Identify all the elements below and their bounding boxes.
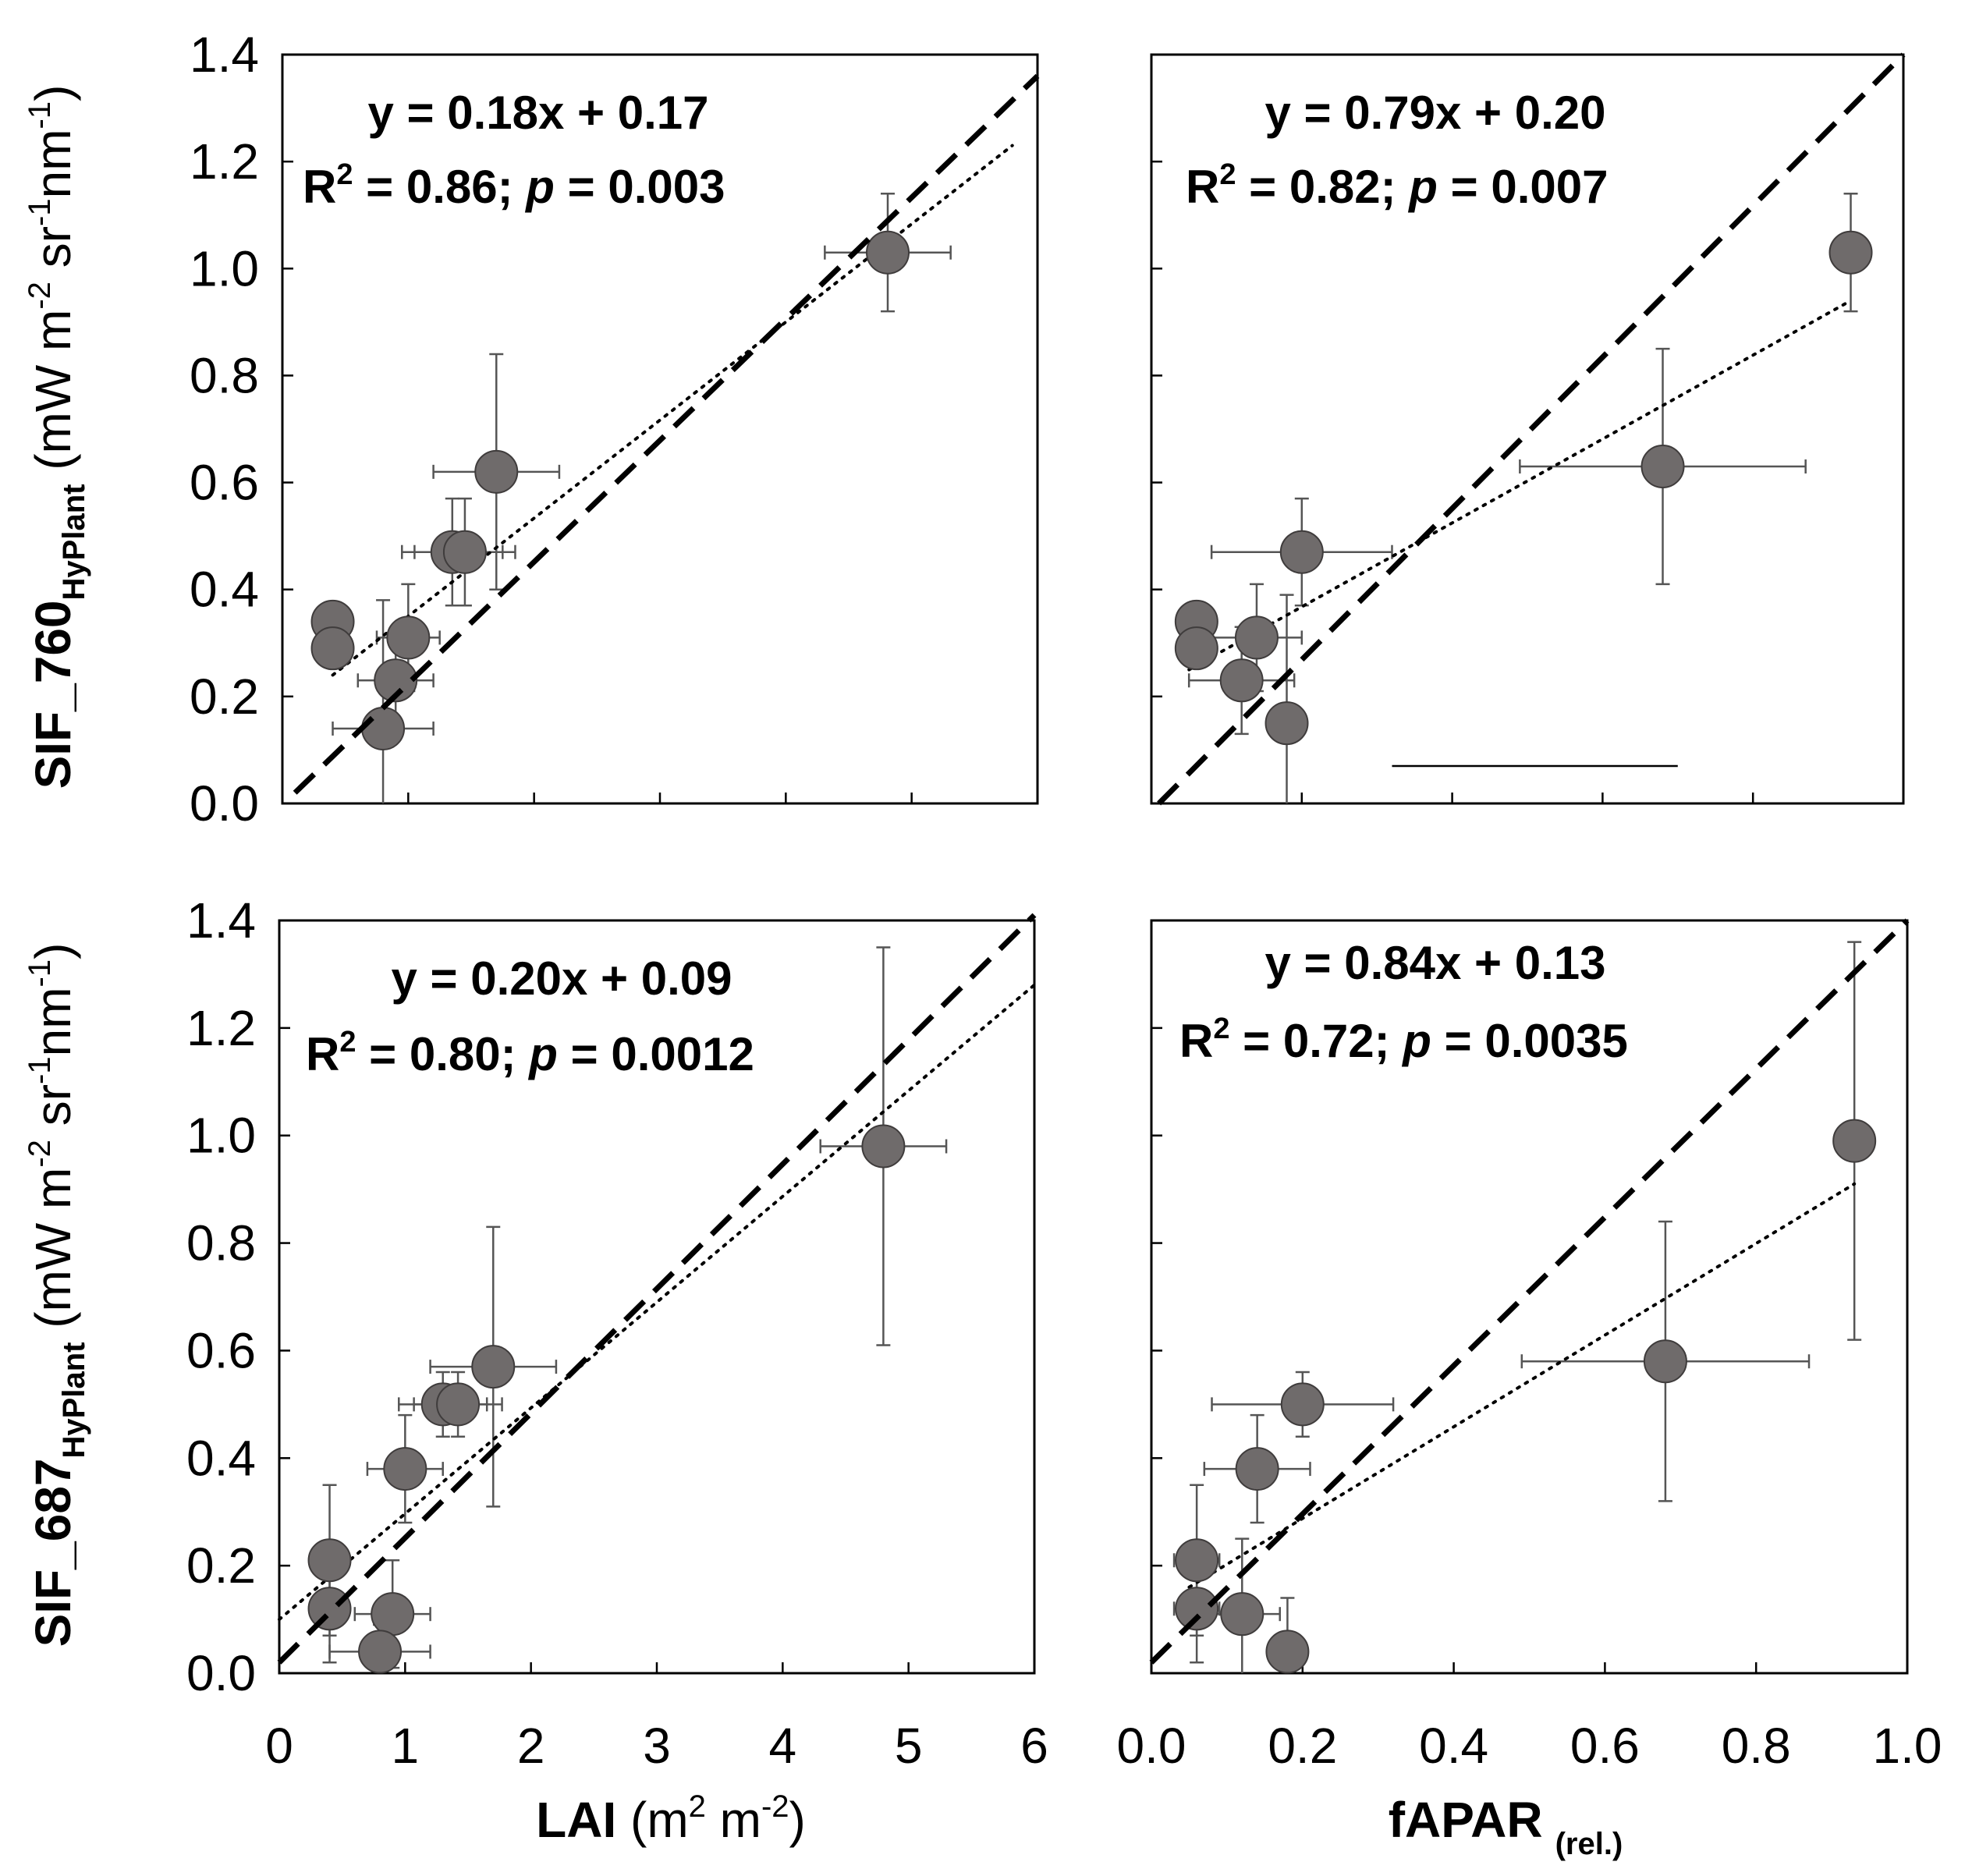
y-tick-label: 1.0 — [190, 240, 259, 296]
y-tick-label: 0.6 — [186, 1322, 256, 1378]
y-tick-label: 1.0 — [186, 1108, 256, 1164]
data-point — [442, 530, 487, 574]
y-tick-label: 0.4 — [190, 562, 259, 618]
data-point — [1234, 615, 1279, 660]
data-point — [1279, 530, 1324, 574]
data-point — [471, 1345, 516, 1389]
y-tick-label: 0.2 — [190, 668, 259, 725]
regression-line-dotted — [1187, 299, 1853, 672]
x-tick-label: 0.0 — [1117, 1718, 1186, 1774]
data-point — [1175, 1538, 1219, 1583]
data-point — [1174, 626, 1218, 671]
y-tick-label: 0.2 — [186, 1537, 256, 1594]
x-tick-label: 2 — [517, 1718, 545, 1774]
data-point — [361, 707, 406, 750]
data-point — [474, 449, 519, 494]
data-point — [386, 615, 431, 660]
y-tick-label: 1.2 — [186, 1000, 256, 1056]
r2-p-annotation: R2 = 0.82; p = 0.007 — [1186, 158, 1608, 213]
data-point — [1828, 230, 1873, 275]
data-point — [1643, 1339, 1687, 1384]
one-to-one-line-dashed — [293, 73, 1040, 795]
y-tick-label: 0.4 — [186, 1430, 256, 1486]
data-point — [436, 1382, 481, 1427]
data-point — [1175, 1587, 1219, 1631]
y-axis-label-sif687: SIF_687HyPlant (mW m-2 sr-1nm-1) — [23, 943, 91, 1647]
panel-sif760-lai: 0.0 0.2 0.4 0.6 0.8 1.0 1.2 1.4 y = 0.18x + 0.17… — [190, 27, 1040, 832]
data-point — [866, 230, 910, 275]
data-point — [310, 626, 355, 671]
x-tick-label: 5 — [895, 1718, 923, 1774]
data-point — [1832, 1119, 1877, 1163]
y-tick-label: 1.4 — [190, 27, 259, 83]
data-point — [861, 1124, 906, 1169]
x-tick-label: 1.0 — [1873, 1718, 1942, 1774]
plot-frame — [1150, 53, 1905, 805]
regression-line-dotted — [331, 144, 1014, 677]
x-axis-label-lai: LAI (m2 m-2) — [536, 1789, 806, 1848]
x-tick-label: 0 — [265, 1718, 293, 1774]
regression-equation: y = 0.84x + 0.13 — [1264, 937, 1605, 989]
x-tick-label: 0.4 — [1419, 1718, 1488, 1774]
one-to-one-line-dashed — [1149, 918, 1910, 1665]
x-tick-label: 0.2 — [1268, 1718, 1337, 1774]
data-point — [1264, 701, 1309, 746]
r2-p-annotation: R2 = 0.72; p = 0.0035 — [1179, 1012, 1628, 1067]
y-axis-label-sif760: SIF_760HyPlant (mW m-2 sr-1nm-1) — [23, 85, 91, 789]
x-tick-label: 3 — [643, 1718, 671, 1774]
regression-equation: y = 0.18x + 0.17 — [367, 87, 708, 139]
regression-equation: y = 0.20x + 0.09 — [391, 952, 732, 1005]
y-tick-label: 0.0 — [186, 1645, 256, 1701]
x-tick-label: 0.8 — [1722, 1718, 1791, 1774]
r2-p-annotation: R2 = 0.86; p = 0.003 — [303, 158, 725, 213]
x-axis-label-fapar: fAPAR (rel.) — [1389, 1792, 1623, 1861]
data-point — [1640, 445, 1685, 488]
x-tick-label: 4 — [769, 1718, 797, 1774]
data-point — [1235, 1447, 1279, 1491]
y-tick-label: 1.4 — [186, 892, 256, 949]
y-tick-label: 0.0 — [190, 775, 259, 832]
one-to-one-line-dashed — [277, 913, 1037, 1665]
regression-equation: y = 0.79x + 0.20 — [1264, 87, 1605, 139]
data-point — [1219, 658, 1264, 703]
x-tick-label: 1 — [392, 1718, 420, 1774]
panel-sif760-fapar: y = 0.79x + 0.20 R2 = 0.82; p = 0.007 — [1150, 52, 1906, 806]
x-tick-label: 0.6 — [1570, 1718, 1640, 1774]
data-point — [1280, 1382, 1325, 1427]
panel-sif687-lai: 0.0 0.2 0.4 0.6 0.8 1.0 1.2 1.4 0 1 2 3 4 5 6 y = 0.20x… — [186, 892, 1048, 1774]
plot-frame — [1150, 919, 1909, 1675]
data-point — [1220, 1592, 1264, 1637]
y-tick-label: 1.2 — [190, 133, 259, 190]
data-point — [371, 1592, 415, 1637]
data-point — [1265, 1630, 1310, 1674]
regression-line-dotted — [1187, 1182, 1857, 1589]
r2-p-annotation: R2 = 0.80; p = 0.0012 — [306, 1026, 754, 1080]
y-tick-label: 0.8 — [190, 347, 259, 403]
data-point — [383, 1447, 427, 1491]
data-point — [358, 1630, 403, 1674]
panel-sif687-fapar: 0.0 0.2 0.4 0.6 0.8 1.0 y = 0.84x + 0.13 R2 = 0… — [1117, 918, 1942, 1774]
x-tick-label: 6 — [1020, 1718, 1048, 1774]
y-tick-label: 0.6 — [190, 455, 259, 511]
data-point — [307, 1538, 352, 1583]
y-tick-label: 0.8 — [186, 1215, 256, 1271]
data-point — [374, 658, 418, 703]
one-to-one-line-dashed — [1157, 52, 1906, 806]
